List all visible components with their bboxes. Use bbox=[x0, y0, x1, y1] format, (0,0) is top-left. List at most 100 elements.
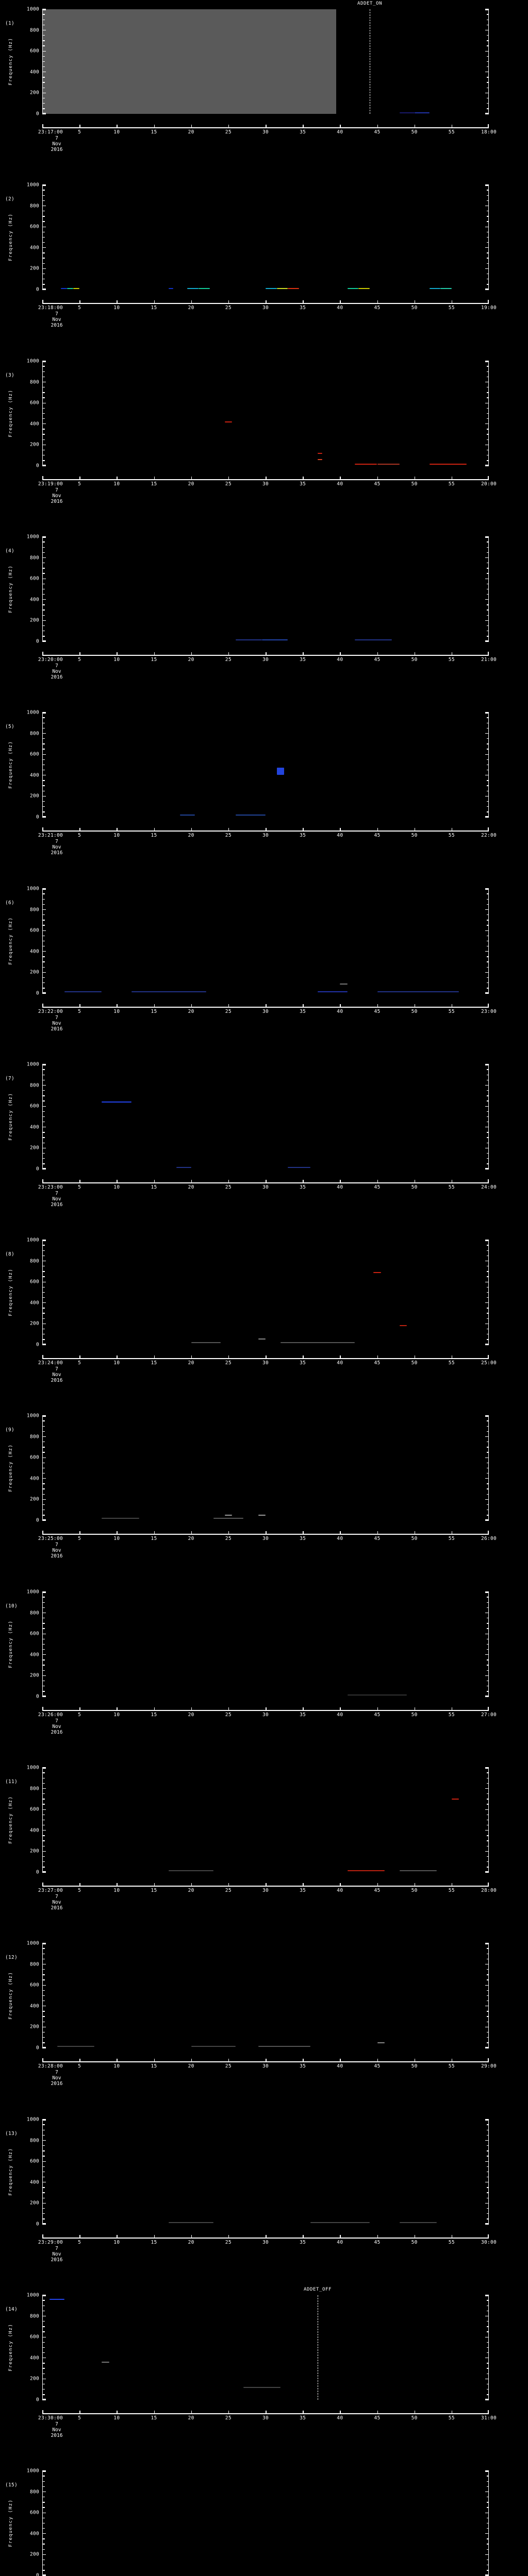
x-tick-label: 50 bbox=[411, 1888, 418, 1893]
x-axis-tick bbox=[340, 2235, 341, 2238]
y-tick-label: 800 bbox=[29, 2489, 39, 2495]
x-axis-tick bbox=[266, 1531, 267, 1534]
x-tick-label: 35 bbox=[300, 481, 306, 487]
y-tick-label: 0 bbox=[36, 2397, 39, 2403]
x-tick-label: 30 bbox=[262, 2240, 269, 2245]
x-axis: 5 10 15 20 25 30 35 40 45 50 55 23:18:00 19:00 7 Nov 20… bbox=[38, 300, 497, 328]
date-line: 7 bbox=[55, 1894, 58, 1900]
x-tick-label: 30 bbox=[262, 305, 269, 311]
x-axis-tick bbox=[154, 2411, 155, 2413]
x-tick-label: 10 bbox=[113, 833, 120, 838]
x-axis-tick bbox=[79, 828, 80, 831]
x-axis-start-label: 23:17:00 bbox=[38, 129, 63, 135]
x-tick-label: 40 bbox=[337, 2415, 343, 2421]
y-tick-label: 600 bbox=[29, 2334, 39, 2340]
x-axis-end-cap bbox=[42, 1004, 43, 1007]
plot-area bbox=[42, 2295, 489, 2400]
x-tick-label: 45 bbox=[374, 833, 381, 838]
y-tick-label: 600 bbox=[29, 1454, 39, 1461]
y-tick-label: 0 bbox=[36, 1166, 39, 1172]
spectrogram-panel: (11) Frequency (Hz) 0 200 400 600 800 1000 5 10 15… bbox=[0, 1758, 528, 1934]
x-axis-date-stack: 7 Nov 2016 bbox=[51, 1366, 63, 1383]
spectrogram-panel: (6) Frequency (Hz) 0 200 400 600 800 1000 5 10 15 2… bbox=[0, 879, 528, 1055]
y-tick-label: 0 bbox=[36, 2221, 39, 2227]
x-tick-label: 15 bbox=[151, 1184, 157, 1190]
x-axis-tick bbox=[154, 1355, 155, 1358]
x-tick-label: 25 bbox=[225, 2063, 232, 2069]
x-axis: 5 10 15 20 25 30 35 40 45 50 55 23:20:00 21:00 7 Nov 20… bbox=[38, 652, 497, 680]
x-axis-tick bbox=[154, 1180, 155, 1182]
x-tick-label: 50 bbox=[411, 129, 418, 135]
x-axis: 5 10 15 20 25 30 35 40 45 50 55 23:25:00 26:00 7 Nov 20… bbox=[38, 1531, 497, 1559]
x-axis-tick bbox=[377, 477, 378, 479]
detection-mark bbox=[67, 287, 74, 289]
plot-area bbox=[42, 713, 489, 817]
x-axis-tick bbox=[228, 125, 229, 127]
date-line: 7 bbox=[55, 1718, 58, 1724]
x-tick-label: 10 bbox=[113, 1184, 120, 1190]
x-axis-tick bbox=[79, 1531, 80, 1534]
x-tick-label: 50 bbox=[411, 305, 418, 311]
x-axis-tick bbox=[414, 1355, 416, 1358]
y-tick-label: 600 bbox=[29, 400, 39, 406]
x-axis-tick bbox=[191, 1004, 192, 1007]
detection-mark bbox=[340, 983, 348, 985]
date-line: Nov bbox=[52, 1548, 61, 1553]
x-tick-label: 20 bbox=[188, 2063, 194, 2069]
x-tick-label: 15 bbox=[151, 2063, 157, 2069]
x-axis-tick bbox=[117, 2411, 118, 2413]
y-tick-label: 800 bbox=[29, 203, 39, 209]
x-tick-label: 40 bbox=[337, 1360, 343, 1366]
detection-mark bbox=[399, 1870, 437, 1871]
x-axis-tick bbox=[303, 1531, 304, 1534]
x-axis-tick bbox=[414, 300, 416, 303]
x-axis-tick bbox=[451, 2059, 453, 2061]
x-axis-tick bbox=[377, 125, 378, 127]
x-tick-label: 15 bbox=[151, 481, 157, 487]
x-axis-date-stack: 7 Nov 2016 bbox=[51, 2421, 63, 2438]
x-axis-start-label: 23:26:00 bbox=[38, 1712, 63, 1718]
x-axis-date-stack: 7 Nov 2016 bbox=[51, 487, 63, 504]
x-axis-date-stack: 7 Nov 2016 bbox=[51, 1718, 63, 1735]
x-tick-label: 30 bbox=[262, 481, 269, 487]
panel-index-label: (12) bbox=[5, 1955, 18, 1960]
spectrogram-panel: (15)Frequency (Hz)0200400600800100051015… bbox=[0, 2462, 528, 2576]
y-tick-label: 800 bbox=[29, 2313, 39, 2319]
x-axis-tick bbox=[340, 1355, 341, 1358]
y-tick-label: 200 bbox=[29, 2200, 39, 2206]
y-tick-label: 600 bbox=[29, 1806, 39, 1812]
x-axis-start-label: 23:27:00 bbox=[38, 1888, 63, 1893]
plot-area bbox=[42, 2120, 489, 2224]
y-tick-label: 0 bbox=[36, 286, 39, 293]
y-tick-label: 1000 bbox=[26, 1765, 39, 1771]
x-tick-label: 35 bbox=[300, 2240, 306, 2245]
y-tick-label: 0 bbox=[36, 111, 39, 117]
date-line: 2016 bbox=[51, 1026, 63, 1032]
spectrogram-panel: (1) Frequency (Hz) 0 200 400 600 800 1000 ADDET_… bbox=[0, 0, 528, 176]
y-tick-label: 200 bbox=[29, 1320, 39, 1327]
x-tick-label: 40 bbox=[337, 1712, 343, 1718]
x-axis-tick bbox=[303, 2411, 304, 2413]
date-line: 7 bbox=[55, 839, 58, 844]
x-axis-end-cap bbox=[488, 124, 489, 127]
panel-index-label: (1) bbox=[5, 21, 15, 26]
x-tick-label: 35 bbox=[300, 1009, 306, 1014]
x-axis-tick bbox=[451, 1883, 453, 1886]
detection-mark bbox=[64, 991, 102, 993]
date-line: 7 bbox=[55, 1542, 58, 1548]
detection-mark bbox=[102, 1101, 132, 1103]
date-line: Nov bbox=[52, 2427, 61, 2433]
x-axis-tick bbox=[228, 2411, 229, 2413]
x-axis-tick bbox=[340, 477, 341, 479]
x-axis: 5 10 15 20 25 30 35 40 45 50 55 23:28:00 29:00 7 Nov 20… bbox=[38, 2058, 497, 2087]
y-tick-label: 800 bbox=[29, 1082, 39, 1089]
y-tick-label: 0 bbox=[36, 814, 39, 820]
x-axis-tick bbox=[451, 1355, 453, 1358]
x-axis-tick bbox=[266, 1004, 267, 1007]
x-tick-label: 25 bbox=[225, 305, 232, 311]
x-axis-tick bbox=[303, 1180, 304, 1182]
detection-mark bbox=[199, 287, 210, 289]
detection-mark bbox=[318, 459, 322, 460]
y-tick-label: 600 bbox=[29, 1982, 39, 1988]
spectrogram-panel: (9) Frequency (Hz) 0 200 400 600 800 1000 5 10 15 2… bbox=[0, 1406, 528, 1582]
